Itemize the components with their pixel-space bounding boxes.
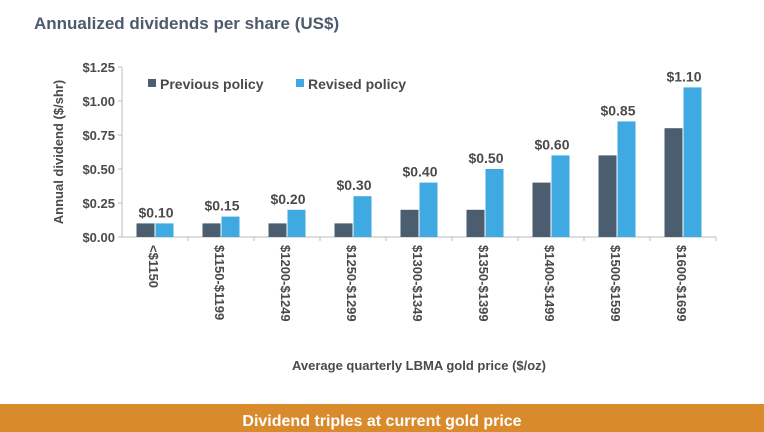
bar-previous-policy (136, 223, 155, 237)
bar-revised-policy (551, 155, 570, 237)
y-tick-label: $0.50 (82, 162, 115, 177)
data-label: $0.50 (468, 150, 503, 166)
y-tick-label: $0.25 (82, 196, 115, 211)
bar-previous-policy (664, 128, 683, 237)
banner-text: Dividend triples at current gold price (242, 413, 522, 430)
bar-revised-policy (683, 87, 702, 238)
bars (136, 87, 702, 238)
y-axis-label: Annual dividend ($/shr) (51, 80, 66, 224)
y-tick-label: $1.00 (82, 94, 115, 109)
x-tick-label: <$1150 (146, 245, 161, 288)
chart-title: Annualized dividends per share (US$) (34, 14, 340, 33)
y-tick-label: $1.25 (82, 60, 115, 75)
bar-revised-policy (287, 209, 306, 237)
data-label: $0.30 (336, 177, 371, 193)
data-label: $0.85 (600, 102, 635, 118)
bar-previous-policy (532, 182, 551, 237)
x-tick-label: $1150-$1199 (212, 245, 227, 320)
bar-revised-policy (419, 182, 438, 237)
bar-previous-policy (466, 209, 485, 237)
bar-revised-policy (155, 223, 174, 237)
x-tick-label: $1400-$1499 (542, 245, 557, 322)
x-axis-label: Average quarterly LBMA gold price ($/oz) (292, 358, 546, 373)
x-tick-label: $1250-$1299 (344, 245, 359, 322)
bar-previous-policy (598, 155, 617, 237)
bar-revised-policy (353, 196, 372, 237)
legend: Previous policy Revised policy (148, 76, 406, 92)
data-label: $0.15 (204, 198, 239, 214)
data-label: $0.40 (402, 164, 437, 180)
data-label: $0.60 (534, 136, 569, 152)
x-tick-label: $1300-$1349 (410, 245, 425, 322)
x-tick-label: $1600-$1699 (674, 245, 689, 322)
bar-previous-policy (268, 223, 287, 237)
legend-swatch-revised-policy (296, 79, 304, 87)
y-tick-label: $0.00 (82, 230, 115, 245)
x-tick-label: $1500-$1599 (608, 245, 623, 322)
data-label: $1.10 (666, 68, 701, 84)
bar-previous-policy (202, 223, 221, 237)
bar-chart: $0.00 $0.25 $0.50 $0.75 $1.00 $1.25 Annual div… (51, 60, 717, 373)
x-tick-label: $1350-$1399 (476, 245, 491, 322)
x-tick-label: $1200-$1249 (278, 245, 293, 322)
legend-label-previous-policy: Previous policy (160, 76, 264, 92)
bar-previous-policy (334, 223, 353, 237)
legend-label-revised-policy: Revised policy (308, 76, 406, 92)
bar-revised-policy (221, 216, 240, 237)
banner: Dividend triples at current gold price (0, 404, 764, 432)
legend-swatch-previous-policy (148, 79, 156, 87)
bar-previous-policy (400, 209, 419, 237)
y-tick-label: $0.75 (82, 128, 115, 143)
bar-revised-policy (485, 169, 504, 237)
bar-revised-policy (617, 121, 636, 237)
data-label: $0.10 (138, 204, 173, 220)
axes: $0.00 $0.25 $0.50 $0.75 $1.00 $1.25 Annual div… (51, 60, 717, 373)
data-label: $0.20 (270, 191, 305, 207)
labels: $0.10 <$1150 $0.15 $1150-$1199 $0.20 $1200-$1… (138, 68, 701, 321)
